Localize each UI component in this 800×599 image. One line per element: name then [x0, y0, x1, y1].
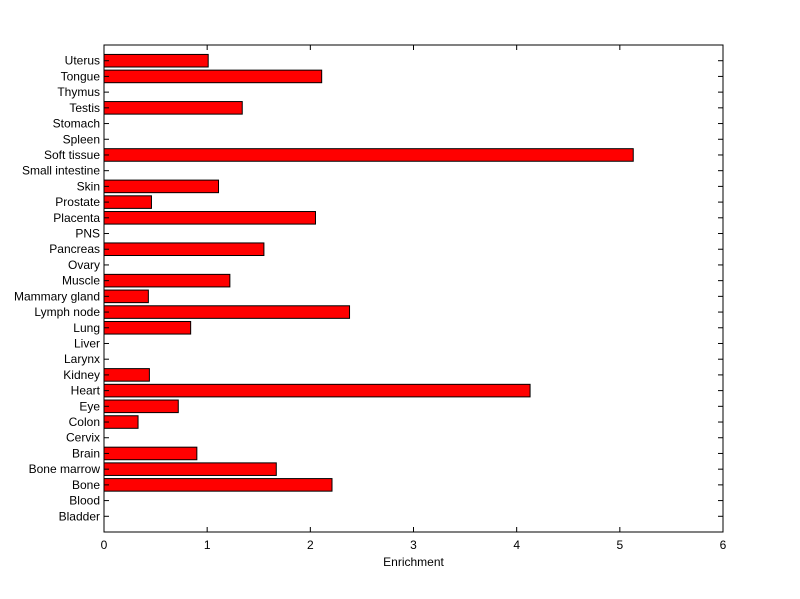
y-tick-label-colon: Colon	[69, 415, 100, 429]
bar-pancreas	[103, 242, 265, 257]
bar-testis	[103, 101, 243, 115]
y-tick-label-placenta: Placenta	[53, 211, 100, 225]
x-tick-label-6: 6	[720, 538, 727, 552]
y-tick-label-mammary-gland: Mammary gland	[14, 289, 100, 303]
x-tick-label-2: 2	[307, 538, 314, 552]
y-tick-label-bone-marrow: Bone marrow	[29, 462, 101, 476]
bar-muscle	[103, 273, 231, 288]
x-tick-label-4: 4	[513, 538, 520, 552]
bar-uterus	[103, 53, 209, 68]
y-tick-label-thymus: Thymus	[57, 85, 100, 99]
bar-bone-marrow	[103, 462, 277, 476]
y-tick-label-blood: Blood	[69, 494, 100, 508]
y-tick-label-soft-tissue: Soft tissue	[44, 148, 100, 162]
bar-soft-tissue	[103, 148, 634, 162]
bar-tongue	[103, 69, 323, 84]
y-tick-label-eye: Eye	[79, 399, 100, 413]
y-tick-label-heart: Heart	[71, 384, 101, 398]
bar-colon	[103, 415, 139, 429]
x-tick-label-3: 3	[410, 538, 417, 552]
bar-lung	[103, 320, 192, 335]
y-tick-label-spleen: Spleen	[63, 132, 100, 146]
bar-placenta	[103, 211, 316, 225]
bar-heart	[103, 383, 531, 398]
y-tick-label-bladder: Bladder	[59, 509, 100, 523]
y-tick-label-brain: Brain	[72, 446, 100, 460]
bar-lymph-node	[103, 305, 351, 319]
y-tick-label-lymph-node: Lymph node	[34, 305, 100, 319]
y-tick-label-kidney: Kidney	[63, 368, 100, 382]
bar-brain	[103, 446, 198, 461]
y-tick-label-liver: Liver	[74, 336, 100, 350]
bar-prostate	[103, 195, 152, 209]
y-tick-label-uterus: Uterus	[65, 54, 100, 68]
bar-kidney	[103, 368, 150, 382]
bar-bone	[103, 478, 333, 492]
x-axis-label: Enrichment	[383, 555, 444, 569]
y-tick-label-skin: Skin	[77, 179, 100, 193]
y-tick-label-testis: Testis	[69, 101, 100, 115]
x-tick-label-1: 1	[204, 538, 211, 552]
y-tick-label-lung: Lung	[73, 321, 100, 335]
bar-mammary-gland	[103, 289, 149, 304]
x-tick-label-0: 0	[101, 538, 108, 552]
y-tick-label-stomach: Stomach	[53, 117, 100, 131]
bar-eye	[103, 399, 179, 414]
y-tick-label-larynx: Larynx	[64, 352, 100, 366]
y-tick-label-tongue: Tongue	[61, 69, 101, 83]
x-tick-label-5: 5	[616, 538, 623, 552]
y-tick-label-bone: Bone	[72, 478, 100, 492]
y-tick-label-small-intestine: Small intestine	[22, 164, 100, 178]
y-tick-label-muscle: Muscle	[62, 274, 100, 288]
y-tick-label-prostate: Prostate	[55, 195, 100, 209]
y-tick-label-cervix: Cervix	[66, 431, 100, 445]
y-tick-label-ovary: Ovary	[68, 258, 100, 272]
x-axis: 0 1 2 3 4 5 6	[101, 45, 727, 552]
y-tick-label-pns: PNS	[75, 227, 100, 241]
bars-group	[103, 53, 634, 492]
y-tick-label-pancreas: Pancreas	[49, 242, 100, 256]
bar-skin	[103, 179, 220, 194]
